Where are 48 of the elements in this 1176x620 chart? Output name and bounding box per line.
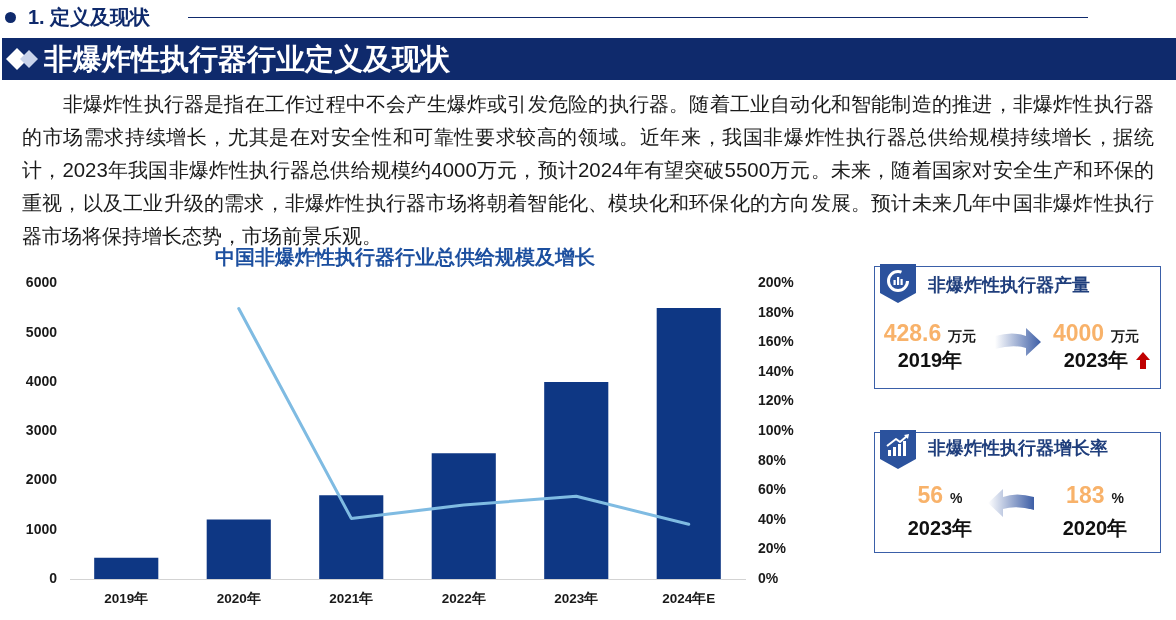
category-label: 2019年 [897,348,963,373]
x-tick-label: 2019年 [104,590,149,606]
y2-tick-label: 200% [758,274,795,291]
y-tick-label: 2000 [25,471,58,488]
category-label: 2020年 [1062,516,1128,541]
y2-tick-label: 80% [758,451,787,468]
text: 1. 定义及现状 [28,5,151,30]
y2-tick-label: 0% [758,569,779,586]
x-tick-label: 2021年 [329,590,374,606]
y2-tick-label: 180% [758,303,795,320]
bar [544,381,609,579]
x-tick-label: 2020年 [216,590,261,606]
text: % [1111,490,1124,506]
x-tick-label: 2023年 [554,590,599,606]
data-label: 183 [1066,481,1105,509]
y2-tick-label: 40% [758,510,787,527]
text: 非爆炸性执行器行业定义及现状 [44,42,450,77]
y-tick-label: 0 [49,569,58,586]
bar [319,495,384,579]
y2-tick-label: 140% [758,362,795,379]
x-tick-label: 2022年 [441,590,486,606]
text: % [950,490,963,506]
text: 非爆炸性执行器产量 [928,274,1090,297]
data-label: 56 [917,481,944,509]
y-tick-label: 3000 [25,422,58,439]
x-tick-label: 2024年E [662,590,716,606]
bar [656,308,721,579]
y2-tick-label: 60% [758,481,787,498]
y2-tick-label: 160% [758,333,795,350]
category-label: 2023年 [1063,348,1129,373]
text: 非爆炸性执行器是指在工作过程中不会产生爆炸或引发危险的执行器。随着工业自动化和智能制造的推进，非爆炸性执行器的市场需求持续增长，尤其是在对安全性和可靠性要求较高的领域。近年来，我国非爆炸性执行器总供给规模持续增长，据统计，2023年我国非爆炸性执行器总供给规模约4000万元，预计2024年有望突破5500万元。未来，随着国家对安全生产和环保的重视，以及工业升级的需求，非爆炸性执行器市场将朝着智能化、模块化和环保化的方向发展。预计未来几年中国非爆炸性执行器市场将保持增长态势，市场前景乐观。 [22,92,1154,248]
y-tick-label: 6000 [25,274,58,291]
category-label: 2023年 [907,516,973,541]
y-tick-label: 5000 [25,323,58,340]
data-label: 4000 [1052,319,1105,347]
y2-tick-label: 20% [758,540,787,557]
data-label: 428.6 [883,319,942,347]
y-tick-label: 4000 [25,372,58,389]
text: 万元 [948,328,977,346]
bar [206,519,271,579]
bar [94,557,159,579]
text: 万元 [1111,328,1140,344]
y2-tick-label: 100% [758,422,795,439]
y-tick-label: 1000 [25,520,58,537]
chart-title: 中国非爆炸性执行器行业总供给规模及增长 [215,246,595,269]
y2-tick-label: 120% [758,392,795,409]
bar [431,453,496,579]
text: 非爆炸性执行器增长率 [928,437,1108,460]
